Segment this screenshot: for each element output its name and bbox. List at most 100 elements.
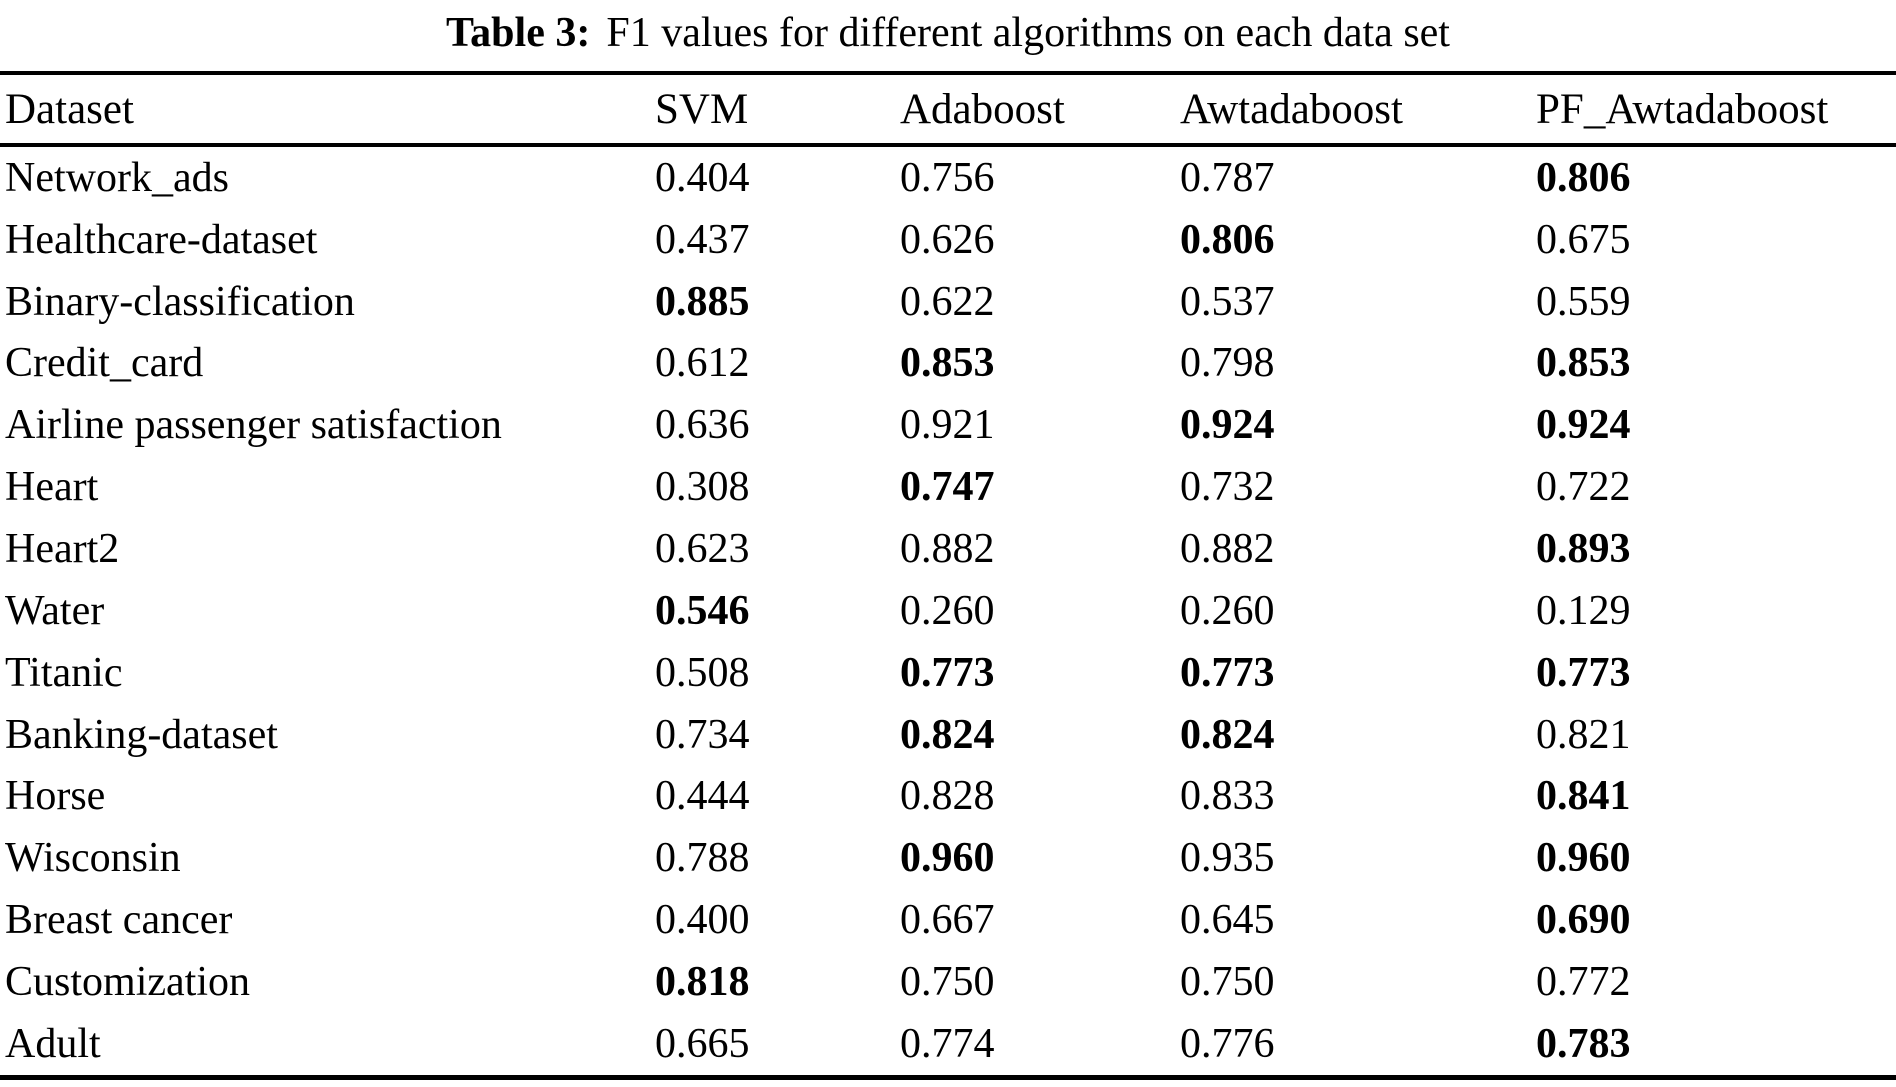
f1-value-pf-awtadaboost: 0.893: [1536, 525, 1631, 572]
f1-value-awtadaboost: 0.833: [1180, 773, 1275, 820]
f1-value-svm: 0.885: [655, 278, 750, 325]
table-row: Heart 0.308 0.747 0.732 0.722: [0, 456, 1896, 518]
dataset-name: Customization: [5, 958, 250, 1005]
f1-value-svm: 0.636: [655, 402, 750, 449]
f1-value-awtadaboost: 0.773: [1180, 649, 1275, 696]
column-header-svm: SVM: [655, 85, 749, 133]
dataset-name: Titanic: [5, 649, 123, 696]
dataset-name: Heart: [5, 464, 99, 511]
table-row: Binary-classification 0.885 0.622 0.537 0.55…: [0, 271, 1896, 333]
f1-value-pf-awtadaboost: 0.129: [1536, 587, 1631, 634]
f1-value-svm: 0.508: [655, 649, 750, 696]
table-row: Credit_card 0.612 0.853 0.798 0.853: [0, 333, 1896, 395]
f1-value-adaboost: 0.828: [900, 773, 995, 820]
f1-value-adaboost: 0.824: [900, 711, 995, 758]
column-header-adaboost: Adaboost: [900, 85, 1065, 133]
table-row: Customization 0.818 0.750 0.750 0.772: [0, 951, 1896, 1013]
dataset-name: Wisconsin: [5, 835, 181, 882]
f1-value-adaboost: 0.756: [900, 154, 995, 201]
table-header-row: Dataset SVM Adaboost Awtadaboost PF_Awta…: [0, 75, 1896, 147]
dataset-name: Binary-classification: [5, 278, 355, 325]
f1-value-svm: 0.546: [655, 587, 750, 634]
f1-value-adaboost: 0.773: [900, 649, 995, 696]
f1-value-pf-awtadaboost: 0.924: [1536, 402, 1631, 449]
table-row: Breast cancer 0.400 0.667 0.645 0.690: [0, 889, 1896, 951]
dataset-name: Breast cancer: [5, 897, 233, 944]
dataset-name: Airline passenger satisfaction: [5, 402, 502, 449]
f1-value-pf-awtadaboost: 0.690: [1536, 897, 1631, 944]
f1-value-adaboost: 0.882: [900, 525, 995, 572]
f1-value-svm: 0.404: [655, 154, 750, 201]
f1-results-table: Dataset SVM Adaboost Awtadaboost PF_Awta…: [0, 71, 1896, 1080]
dataset-name: Healthcare-dataset: [5, 216, 318, 263]
table-caption-label: Table 3:: [446, 10, 591, 56]
table-row: Wisconsin 0.788 0.960 0.935 0.960: [0, 827, 1896, 889]
f1-value-awtadaboost: 0.924: [1180, 402, 1275, 449]
f1-value-adaboost: 0.667: [900, 897, 995, 944]
column-header-dataset: Dataset: [5, 85, 134, 133]
f1-value-svm: 0.788: [655, 835, 750, 882]
f1-value-pf-awtadaboost: 0.853: [1536, 340, 1631, 387]
table-row: Heart2 0.623 0.882 0.882 0.893: [0, 518, 1896, 580]
f1-value-awtadaboost: 0.798: [1180, 340, 1275, 387]
f1-value-svm: 0.623: [655, 525, 750, 572]
f1-value-svm: 0.818: [655, 958, 750, 1005]
f1-value-adaboost: 0.622: [900, 278, 995, 325]
f1-value-adaboost: 0.960: [900, 835, 995, 882]
f1-value-awtadaboost: 0.732: [1180, 464, 1275, 511]
f1-value-adaboost: 0.260: [900, 587, 995, 634]
column-header-awtadaboost: Awtadaboost: [1180, 85, 1403, 133]
f1-value-adaboost: 0.626: [900, 216, 995, 263]
f1-value-awtadaboost: 0.882: [1180, 525, 1275, 572]
dataset-name: Credit_card: [5, 340, 204, 387]
f1-value-adaboost: 0.921: [900, 402, 995, 449]
f1-value-svm: 0.612: [655, 340, 750, 387]
dataset-name: Horse: [5, 773, 106, 820]
f1-value-awtadaboost: 0.806: [1180, 216, 1275, 263]
f1-value-awtadaboost: 0.750: [1180, 958, 1275, 1005]
f1-value-pf-awtadaboost: 0.783: [1536, 1020, 1631, 1067]
f1-value-adaboost: 0.747: [900, 464, 995, 511]
f1-value-pf-awtadaboost: 0.559: [1536, 278, 1631, 325]
column-header-pf-awtadaboost: PF_Awtadaboost: [1536, 85, 1829, 133]
f1-value-svm: 0.734: [655, 711, 750, 758]
f1-value-pf-awtadaboost: 0.841: [1536, 773, 1631, 820]
f1-value-awtadaboost: 0.776: [1180, 1020, 1275, 1067]
f1-value-adaboost: 0.774: [900, 1020, 995, 1067]
dataset-name: Heart2: [5, 525, 120, 572]
f1-value-pf-awtadaboost: 0.773: [1536, 649, 1631, 696]
table-row: Adult 0.665 0.774 0.776 0.783: [0, 1013, 1896, 1075]
table-caption: Table 3: F1 values for different algorith…: [0, 2, 1896, 64]
f1-value-adaboost: 0.853: [900, 340, 995, 387]
f1-value-awtadaboost: 0.935: [1180, 835, 1275, 882]
f1-value-pf-awtadaboost: 0.772: [1536, 958, 1631, 1005]
dataset-name: Water: [5, 587, 105, 634]
table-row: Horse 0.444 0.828 0.833 0.841: [0, 765, 1896, 827]
dataset-name: Network_ads: [5, 154, 229, 201]
f1-value-pf-awtadaboost: 0.675: [1536, 216, 1631, 263]
f1-value-awtadaboost: 0.787: [1180, 154, 1275, 201]
table-body: Network_ads 0.404 0.756 0.787 0.806 Healthcar…: [0, 147, 1896, 1075]
f1-value-adaboost: 0.750: [900, 958, 995, 1005]
table-row: Water 0.546 0.260 0.260 0.129: [0, 580, 1896, 642]
table-row: Network_ads 0.404 0.756 0.787 0.806: [0, 147, 1896, 209]
f1-value-svm: 0.665: [655, 1020, 750, 1067]
f1-value-pf-awtadaboost: 0.960: [1536, 835, 1631, 882]
table-row: Healthcare-dataset 0.437 0.626 0.806 0.675: [0, 209, 1896, 271]
table-row: Airline passenger satisfaction 0.636 0.921…: [0, 394, 1896, 456]
f1-value-svm: 0.444: [655, 773, 750, 820]
dataset-name: Banking-dataset: [5, 711, 278, 758]
f1-value-awtadaboost: 0.537: [1180, 278, 1275, 325]
table-caption-text: F1 values for different algorithms on ea…: [606, 10, 1450, 56]
f1-value-pf-awtadaboost: 0.722: [1536, 464, 1631, 511]
f1-value-pf-awtadaboost: 0.821: [1536, 711, 1631, 758]
f1-value-awtadaboost: 0.824: [1180, 711, 1275, 758]
f1-value-svm: 0.437: [655, 216, 750, 263]
f1-value-awtadaboost: 0.645: [1180, 897, 1275, 944]
dataset-name: Adult: [5, 1020, 101, 1067]
f1-value-pf-awtadaboost: 0.806: [1536, 154, 1631, 201]
f1-value-svm: 0.308: [655, 464, 750, 511]
table-row: Banking-dataset 0.734 0.824 0.824 0.821: [0, 704, 1896, 766]
f1-value-svm: 0.400: [655, 897, 750, 944]
